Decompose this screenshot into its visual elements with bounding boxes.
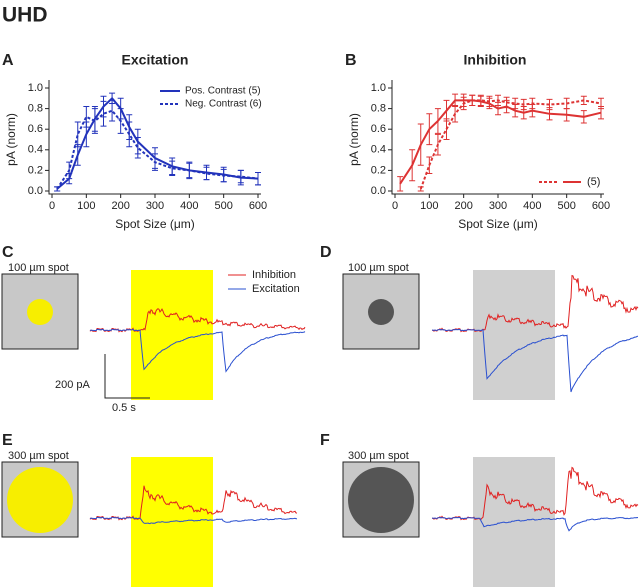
x-tick-label: 200 [111,200,129,212]
legend-label: (5) [587,176,600,188]
x-tick-label: 100 [420,200,438,212]
stimulus-label: 100 µm spot [348,262,409,274]
legend-label: Inhibition [252,269,296,281]
x-tick-label: 300 [146,200,164,212]
y-tick-label: 1.0 [371,82,386,94]
spot [368,299,394,325]
error-bar [83,106,90,128]
panel-letter: B [345,52,357,69]
stimulus-window [473,457,555,587]
legend-label: Neg. Contrast (6) [185,99,262,110]
axes [48,80,261,195]
series-line [419,99,602,190]
trace [431,466,639,521]
stimulus-window [473,270,555,400]
y-tick-label: 0.4 [28,144,43,156]
panel-letter: A [2,52,14,69]
chart-title: Inhibition [464,52,527,68]
x-tick-label: 300 [489,200,507,212]
stimulus-label: 300 µm spot [348,450,409,462]
x-tick-label: 500 [214,200,232,212]
panel-letter: F [320,432,330,449]
y-tick-label: 0.0 [28,185,43,197]
y-tick-label: 0.4 [371,144,386,156]
x-tick-label: 600 [592,200,610,212]
y-tick-label: 0.2 [371,164,386,176]
spot [27,299,53,325]
y-axis-label: pA (norm) [347,113,361,166]
trace [431,274,639,333]
stimulus-label: 300 µm spot [8,450,69,462]
x-tick-label: 600 [249,200,267,212]
panel-letter: D [320,244,332,261]
scale-bar [104,354,150,399]
stimulus-window [131,457,213,587]
error-bar [203,166,210,181]
spot [348,467,414,533]
figure-title: UHD [2,4,48,27]
error-bar [109,99,116,122]
x-tick-label: 200 [454,200,472,212]
y-tick-label: 0.8 [28,103,43,115]
x-axis-label: Spot Size (μm) [458,217,538,231]
panel-letter: E [2,432,13,449]
scale-label: 0.5 s [112,402,136,414]
y-tick-label: 0.8 [371,103,386,115]
x-tick-label: 400 [523,200,541,212]
y-tick-label: 0.6 [371,123,386,135]
legend-label: Excitation [252,283,300,295]
scale-label: 200 pA [55,379,91,391]
stimulus-window [131,270,213,400]
chart-title: Excitation [122,52,189,68]
trace [432,516,639,532]
error-bar [255,171,261,186]
spot [7,467,73,533]
y-tick-label: 0.2 [28,164,43,176]
error-bar [237,169,244,184]
y-axis-label: pA (norm) [4,113,18,166]
error-bar [100,100,107,127]
trace [89,328,306,373]
y-tick-label: 1.0 [28,82,43,94]
y-tick-label: 0.0 [371,185,386,197]
series-line [56,109,259,190]
panel-letter: C [2,244,14,261]
x-tick-label: 0 [49,200,55,212]
error-bar [134,136,141,159]
error-bar [169,160,176,177]
stimulus-label: 100 µm spot [8,262,69,274]
panel-c: C 100 µm spot Inhibition Excitation 200 … [1,244,300,414]
panel-f: F 300 µm spot [320,432,555,587]
x-tick-label: 400 [180,200,198,212]
legend-label: Pos. Contrast (5) [185,86,261,97]
x-axis-label: Spot Size (μm) [115,217,195,231]
panel-d: D 100 µm spot [320,244,555,400]
series-line [399,99,602,185]
y-tick-label: 0.6 [28,123,43,135]
trace [89,516,297,525]
x-tick-label: 100 [77,200,95,212]
trace [432,328,639,393]
x-tick-label: 0 [392,200,398,212]
x-tick-label: 500 [557,200,575,212]
axes [391,80,604,195]
error-bar [91,108,98,134]
panel-e: E 300 µm spot [1,432,213,587]
